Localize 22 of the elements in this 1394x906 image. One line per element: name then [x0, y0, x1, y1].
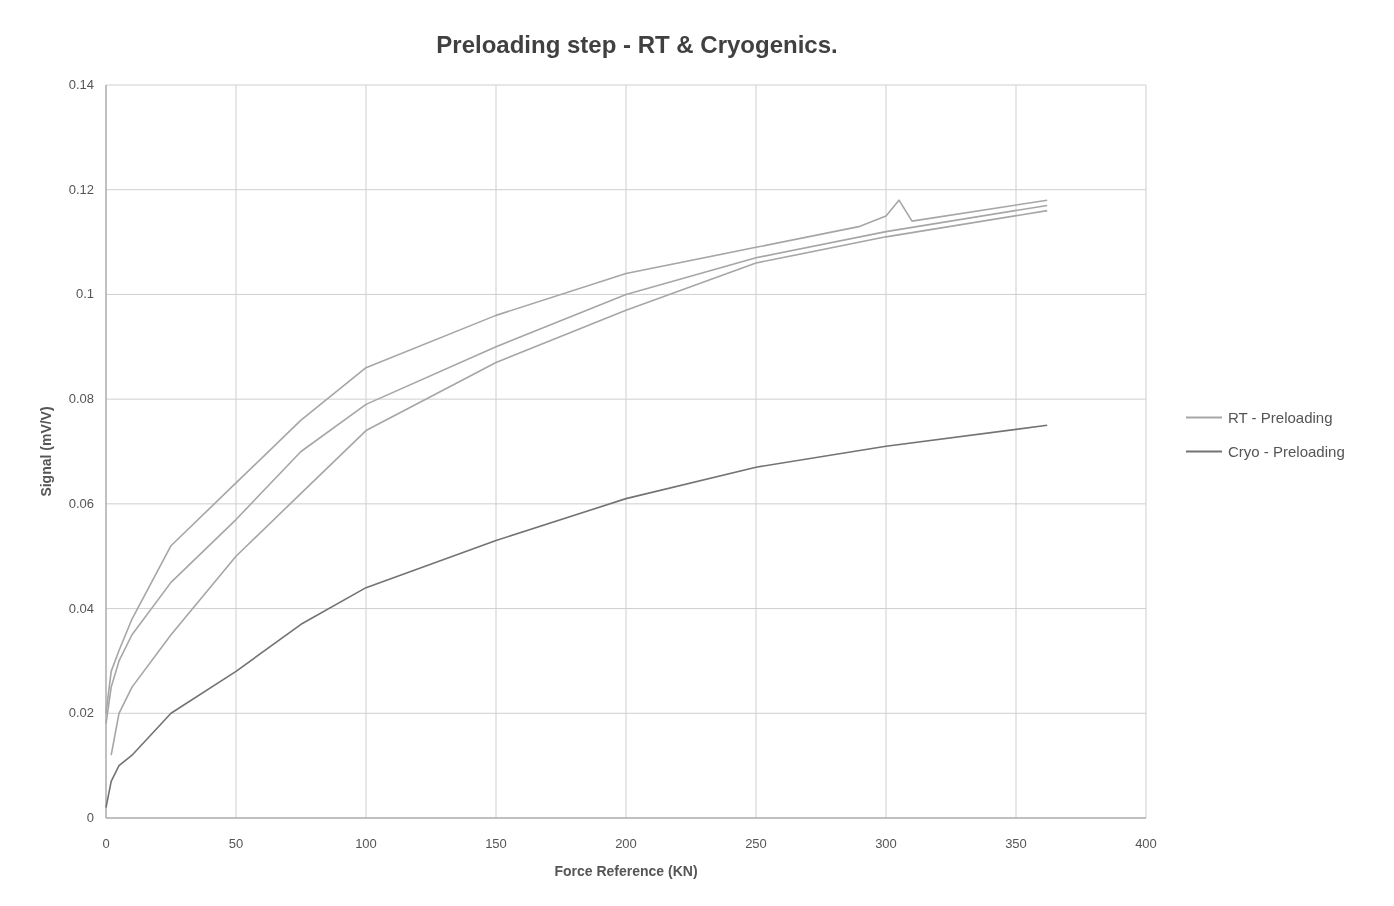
x-tick-label: 0 — [102, 836, 110, 851]
x-tick-label: 200 — [615, 836, 637, 851]
y-tick-label: 0.12 — [68, 181, 94, 197]
x-tick-label: 350 — [1005, 836, 1027, 851]
x-axis-title: Force Reference (KN) — [554, 863, 698, 879]
x-tick-label: 100 — [355, 836, 377, 851]
y-tick-label: 0.08 — [68, 391, 94, 407]
legend-label: RT - Preloading — [1228, 408, 1333, 426]
y-tick-label: 0.06 — [68, 495, 94, 511]
legend-label: Cryo - Preloading — [1228, 442, 1345, 460]
x-tick-label: 300 — [875, 836, 897, 851]
x-tick-label: 400 — [1135, 836, 1157, 851]
x-tick-label: 250 — [745, 836, 767, 851]
y-tick-label: 0.1 — [75, 286, 94, 302]
y-tick-label: 0 — [86, 810, 94, 825]
y-tick-label: 0.04 — [68, 600, 94, 616]
y-tick-label: 0.14 — [68, 77, 94, 92]
y-axis-title: Signal (mV/V) — [38, 406, 54, 497]
y-tick-label: 0.02 — [68, 705, 94, 721]
x-tick-label: 50 — [228, 836, 244, 851]
chart-title: Preloading step - RT & Cryogenics. — [436, 31, 838, 58]
x-tick-label: 150 — [485, 836, 507, 851]
